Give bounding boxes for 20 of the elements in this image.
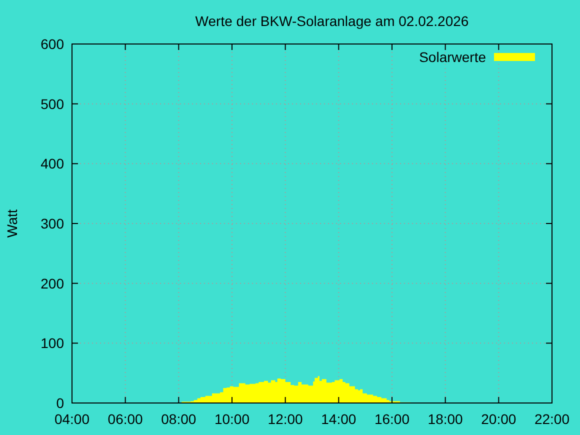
x-tick-label: 18:00 — [428, 411, 464, 427]
y-tick-label: 0 — [56, 395, 64, 411]
y-tick-label: 600 — [40, 36, 64, 52]
y-tick-label: 100 — [40, 335, 64, 352]
legend-label: Solarwerte — [419, 49, 486, 65]
y-tick-label: 400 — [40, 156, 64, 172]
x-tick-label: 20:00 — [481, 411, 516, 427]
y-tick-label: 200 — [40, 275, 64, 292]
x-tick-label: 08:00 — [161, 411, 196, 427]
x-tick-label: 16:00 — [374, 411, 410, 427]
chart-title: Werte der BKW-Solaranlage am 02.02.2026 — [195, 13, 469, 29]
y-tick-label: 300 — [40, 216, 64, 232]
x-tick-label: 10:00 — [214, 411, 250, 427]
x-tick-label: 06:00 — [108, 411, 144, 427]
x-tick-label: 04:00 — [54, 411, 90, 427]
x-tick-label: 14:00 — [321, 411, 356, 427]
x-tick-label: 12:00 — [268, 411, 304, 427]
y-tick-label: 500 — [40, 96, 64, 112]
x-tick-label: 22:00 — [534, 411, 570, 427]
y-axis-title: Watt — [4, 209, 20, 238]
